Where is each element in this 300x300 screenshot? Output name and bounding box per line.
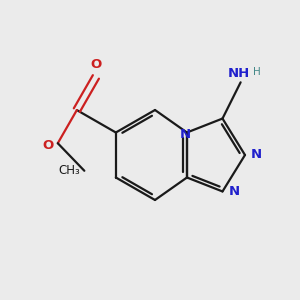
- Text: N: N: [229, 185, 240, 198]
- Text: NH: NH: [227, 67, 250, 80]
- Text: H: H: [253, 67, 260, 77]
- Text: N: N: [179, 128, 191, 141]
- Text: N: N: [251, 148, 262, 161]
- Text: CH₃: CH₃: [58, 164, 80, 177]
- Text: O: O: [43, 139, 54, 152]
- Text: O: O: [90, 58, 101, 71]
